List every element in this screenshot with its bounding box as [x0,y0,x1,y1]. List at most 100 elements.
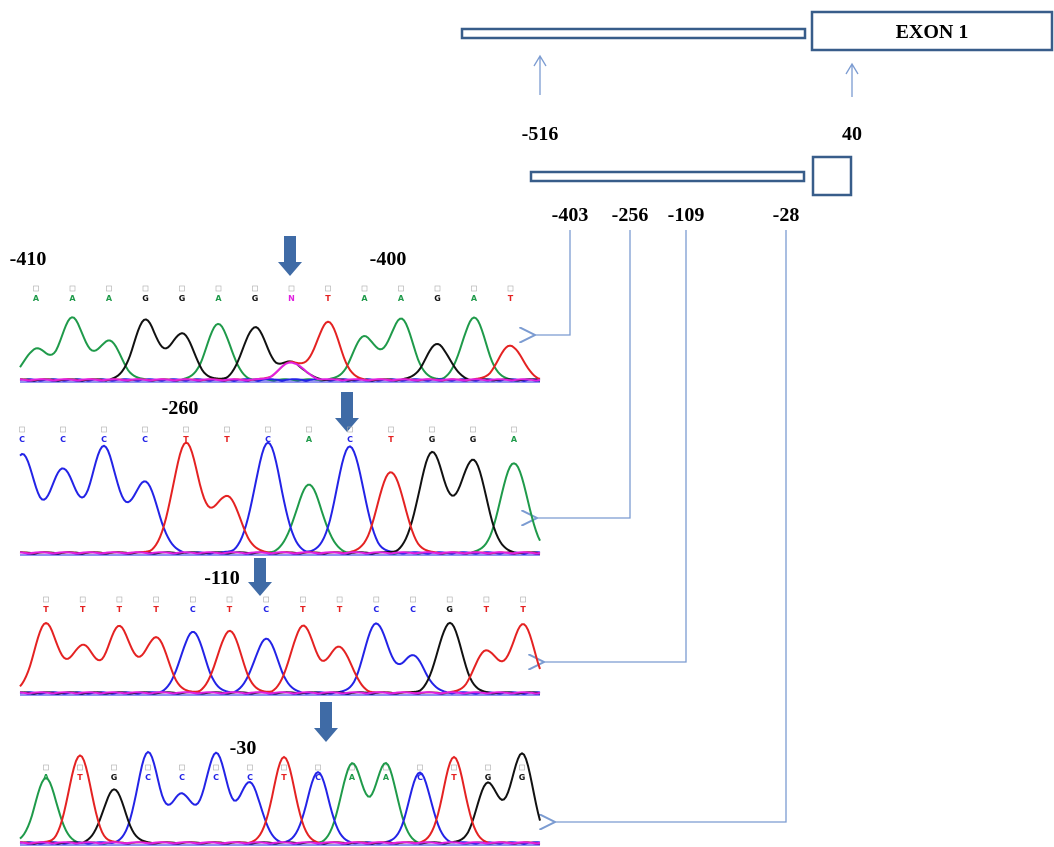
base-box [289,286,294,291]
connector [544,230,686,662]
trace-curve [20,753,540,843]
base-call: T [281,773,287,782]
connector [535,230,570,335]
exon-label: EXON 1 [896,21,969,43]
base-box [486,765,491,770]
trace-curve [20,363,540,381]
base-box [190,597,195,602]
base-call: C [179,773,185,782]
position-label: -410 [10,248,47,270]
base-box [107,286,112,291]
position-label: -260 [162,397,199,419]
base-box [399,286,404,291]
base-call: T [451,773,457,782]
base-call: A [361,294,368,303]
position-label: -256 [612,204,649,226]
base-call: C [213,773,219,782]
base-box [411,597,416,602]
trace-curve [20,452,540,554]
base-call: T [80,605,86,614]
position-label: -516 [522,123,559,145]
base-call: C [19,435,25,444]
base-call: A [33,294,40,303]
base-call: C [60,435,66,444]
base-call: A [215,294,222,303]
base-box [471,427,476,432]
position-label: -28 [773,204,800,226]
trace-curve [20,317,540,380]
trace-curve [20,322,540,381]
base-box [418,765,423,770]
position-label: -403 [552,204,589,226]
base-call: C [145,773,151,782]
base-box [362,286,367,291]
base-call: T [77,773,83,782]
base-call: G [111,773,118,782]
base-box [300,597,305,602]
base-box [34,286,39,291]
base-box [70,286,75,291]
base-box [112,765,117,770]
connector [537,230,630,518]
base-box [337,597,342,602]
base-box [484,597,489,602]
base-box [61,427,66,432]
base-call: C [263,605,269,614]
base-box [146,765,151,770]
base-box [508,286,513,291]
base-call: G [470,435,477,444]
base-box [253,286,258,291]
position-label: -400 [370,248,407,270]
base-box [307,427,312,432]
trace-curve [20,443,540,554]
base-box [452,765,457,770]
base-call: T [325,294,331,303]
base-box [102,427,107,432]
variant-arrow [335,392,359,432]
base-box [20,427,25,432]
base-box [180,765,185,770]
base-box [512,427,517,432]
base-box [435,286,440,291]
base-call: C [410,605,416,614]
base-call: G [434,294,441,303]
position-label: -110 [204,567,240,589]
base-box [143,286,148,291]
base-call: T [388,435,394,444]
base-call: N [288,294,295,303]
base-box [216,286,221,291]
base-call: A [398,294,405,303]
base-call: C [247,773,253,782]
base-call: A [69,294,76,303]
base-box [80,597,85,602]
base-box [214,765,219,770]
trace-curve [20,756,540,844]
base-call: T [117,605,123,614]
base-box [78,765,83,770]
base-box [44,765,49,770]
base-call: G [485,773,492,782]
base-call: G [179,294,186,303]
base-box [266,427,271,432]
base-call: C [347,435,353,444]
trace-curve [20,623,540,693]
position-label: -30 [230,737,257,759]
promoter-bar [531,172,804,181]
connector [555,230,786,822]
base-call: T [43,605,49,614]
base-call: T [227,605,233,614]
base-call: A [349,773,356,782]
base-box [44,597,49,602]
trace-curve [20,443,540,554]
base-call: G [429,435,436,444]
position-label: 40 [842,123,862,145]
base-box [184,427,189,432]
position-label: -109 [668,204,705,226]
base-call: T [300,605,306,614]
base-call: T [508,294,514,303]
figure: EXON 1 -516 40 -403 -256 -109 -28 -410 -4… [0,0,1054,847]
base-call: T [224,435,230,444]
base-call: T [337,605,343,614]
base-box [227,597,232,602]
base-call: T [153,605,159,614]
